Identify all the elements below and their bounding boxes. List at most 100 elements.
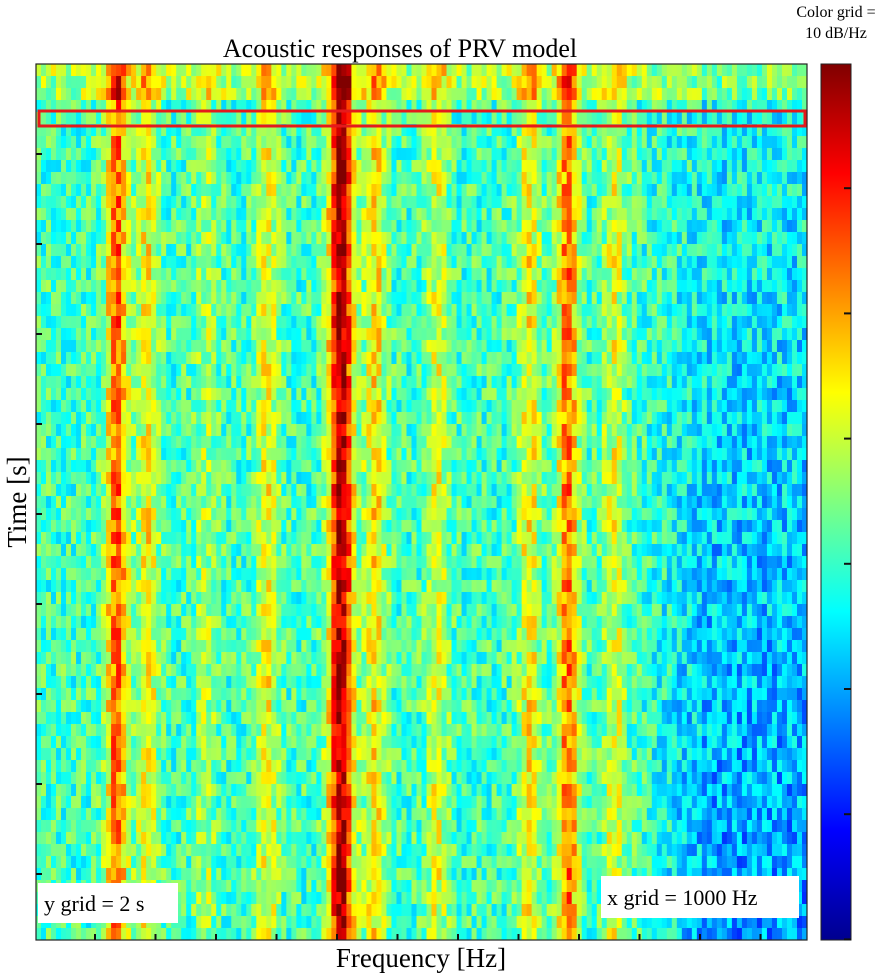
heatmap-cell — [306, 352, 312, 365]
heatmap-cell — [331, 268, 337, 281]
heatmap-cell — [221, 208, 227, 221]
heatmap-cell — [516, 280, 523, 293]
heatmap-cell — [111, 184, 117, 197]
heatmap-cell — [451, 292, 457, 305]
heatmap-cell — [416, 412, 422, 425]
heatmap-cell — [121, 424, 127, 437]
heatmap-cell — [756, 340, 763, 353]
heatmap-cell — [346, 64, 352, 77]
heatmap-cell — [196, 292, 202, 305]
heatmap-cell — [361, 280, 367, 293]
heatmap-cell — [146, 208, 152, 221]
heatmap-cell — [586, 256, 593, 269]
heatmap-cell — [331, 160, 337, 173]
heatmap-cell — [721, 352, 728, 365]
heatmap-cell — [441, 196, 447, 209]
heatmap-cell — [441, 388, 447, 401]
heatmap-cell — [486, 220, 492, 233]
heatmap-cell — [711, 280, 718, 293]
heatmap-cell — [661, 340, 668, 353]
heatmap-cell — [296, 244, 302, 257]
heatmap-cell — [61, 208, 67, 221]
heatmap-cell — [46, 160, 52, 173]
heatmap-cell — [226, 136, 232, 149]
heatmap-cell — [481, 388, 487, 401]
heatmap-cell — [621, 328, 628, 341]
heatmap-cell — [126, 172, 132, 185]
heatmap-cell — [206, 316, 212, 329]
heatmap-cell — [171, 316, 177, 329]
heatmap-cell — [441, 124, 447, 137]
heatmap-cell — [486, 88, 492, 101]
heatmap-cell — [61, 340, 67, 353]
heatmap-cell — [491, 76, 497, 89]
heatmap-cell — [801, 124, 808, 137]
heatmap-cell — [46, 340, 52, 353]
heatmap-cell — [561, 148, 568, 161]
heatmap-cell — [356, 268, 362, 281]
heatmap-cell — [326, 376, 332, 389]
heatmap-cell — [316, 136, 322, 149]
heatmap-cell — [96, 184, 102, 197]
heatmap-cell — [106, 124, 112, 137]
heatmap-cell — [386, 112, 392, 125]
heatmap-cell — [481, 268, 487, 281]
heatmap-cell — [471, 304, 477, 317]
heatmap-cell — [71, 244, 77, 257]
heatmap-cell — [301, 436, 307, 449]
heatmap-cell — [766, 304, 773, 317]
heatmap-cell — [481, 256, 487, 269]
heatmap-cell — [401, 256, 407, 269]
heatmap-cell — [406, 208, 412, 221]
heatmap-cell — [781, 292, 788, 305]
heatmap-cell — [681, 148, 688, 161]
heatmap-cell — [101, 328, 107, 341]
heatmap-cell — [771, 268, 778, 281]
heatmap-cell — [541, 136, 548, 149]
heatmap-cell — [596, 424, 603, 437]
heatmap-cell — [436, 76, 442, 89]
heatmap-cell — [576, 388, 583, 401]
heatmap-cell — [616, 76, 623, 89]
heatmap-cell — [276, 364, 282, 377]
heatmap-cell — [471, 376, 477, 389]
heatmap-cell — [596, 280, 603, 293]
heatmap-cell — [621, 376, 628, 389]
heatmap-cell — [426, 412, 432, 425]
heatmap-cell — [256, 124, 262, 137]
heatmap-cell — [436, 232, 442, 245]
heatmap-cell — [341, 412, 347, 425]
heatmap-cell — [571, 184, 578, 197]
heatmap-cell — [251, 436, 257, 449]
heatmap-cell — [121, 136, 127, 149]
heatmap-cell — [761, 376, 768, 389]
heatmap-cell — [596, 160, 603, 173]
heatmap-cell — [436, 412, 442, 425]
heatmap-cell — [641, 304, 648, 317]
heatmap-cell — [401, 112, 407, 125]
heatmap-cell — [311, 88, 317, 101]
heatmap-cell — [351, 304, 357, 317]
heatmap-cell — [171, 100, 177, 113]
heatmap-cell — [691, 424, 698, 437]
heatmap-cell — [496, 112, 503, 125]
heatmap-cell — [121, 232, 127, 245]
heatmap-cell — [306, 376, 312, 389]
heatmap-cell — [746, 424, 753, 437]
heatmap-cell — [656, 364, 663, 377]
heatmap-cell — [321, 424, 327, 437]
heatmap-cell — [111, 364, 117, 377]
heatmap-cell — [116, 352, 122, 365]
heatmap-cell — [291, 160, 297, 173]
heatmap-cell — [86, 88, 92, 101]
heatmap-cell — [501, 412, 508, 425]
heatmap-cell — [186, 340, 192, 353]
heatmap-cell — [501, 100, 508, 113]
heatmap-cell — [711, 400, 718, 413]
heatmap-cell — [251, 184, 257, 197]
heatmap-cell — [501, 388, 508, 401]
heatmap-cell — [791, 256, 798, 269]
heatmap-cell — [706, 268, 713, 281]
heatmap-cell — [131, 388, 137, 401]
heatmap-cell — [406, 316, 412, 329]
